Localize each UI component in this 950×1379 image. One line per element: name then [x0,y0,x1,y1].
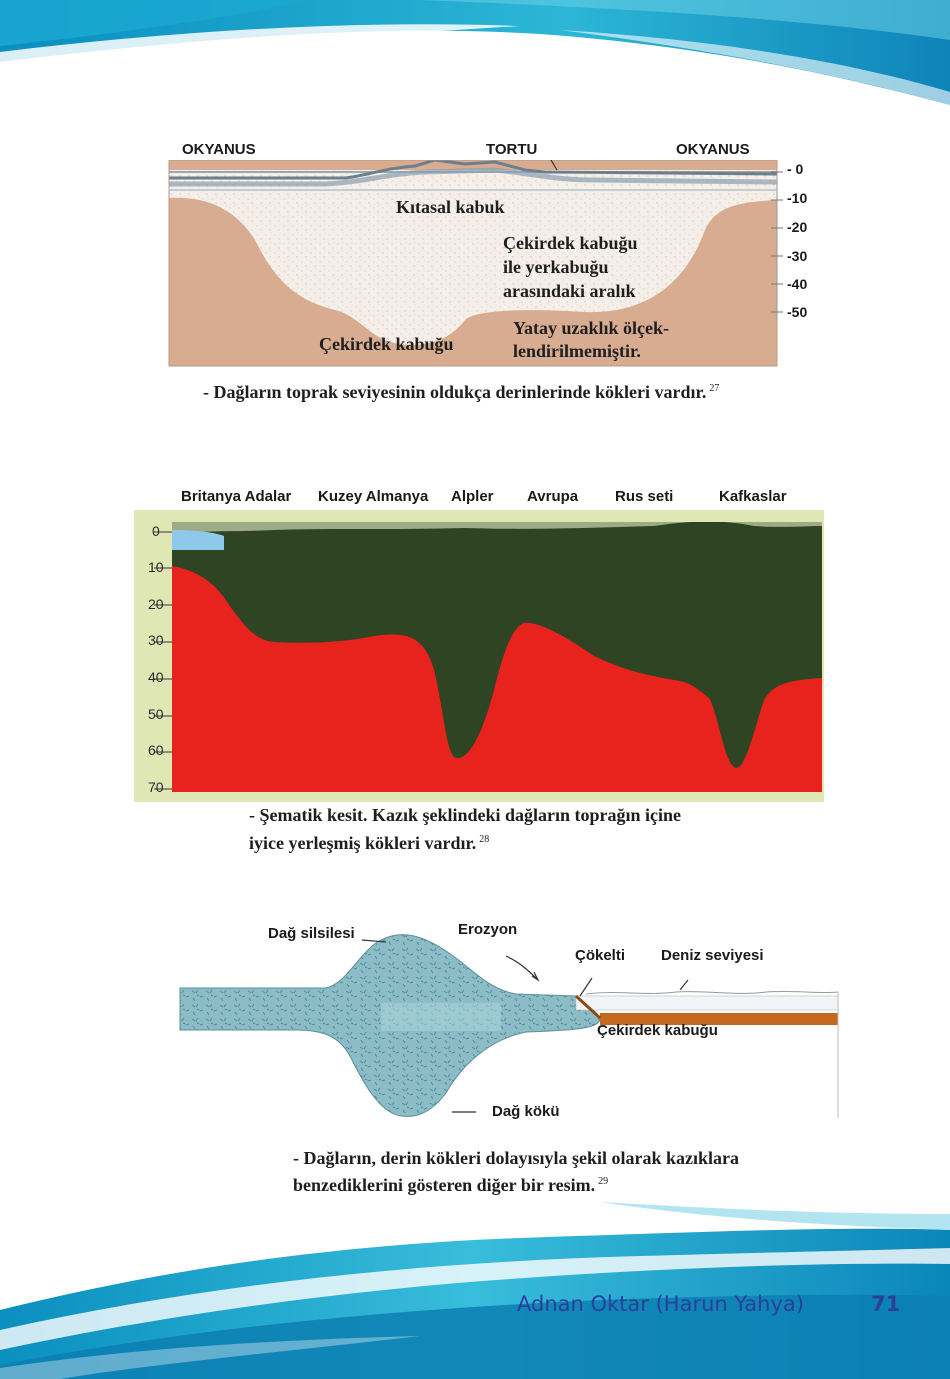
author-name: Adnan Oktar (Harun Yahya) [517,1292,804,1316]
mountain-range-label: Dağ silsilesi [268,925,355,942]
figure3-caption-line-1: - Dağların, derin kökleri dolayısıyla şe… [293,1148,740,1168]
core-crust-label: Çekirdek kabuğu [597,1022,718,1039]
depth-tick: 20 [148,596,164,612]
scale-note-line-2: lendirilmemiştir. [513,341,641,361]
europe-cross-section-diagram [134,510,824,802]
gap-label-line-1: Çekirdek kabuğu [503,233,638,253]
region-label: Alpler [451,488,494,505]
depth-tick: 40 [148,669,164,685]
erosion-label: Erozyon [458,921,518,938]
scale-note-line-1: Yatay uzaklık ölçek- [513,318,670,338]
core-crust-layer [600,1013,838,1025]
sea-level-label: Deniz seviyesi [661,947,764,964]
depth-tick: -20 [787,219,808,235]
depth-tick: - 0 [787,161,804,177]
depth-tick: -10 [787,190,808,206]
footnote-ref: 29 [598,1176,609,1187]
figure2-caption-line-1: - Şematik kesit. Kazık şeklindeki dağlar… [249,805,682,825]
ocean-left-label: OKYANUS [182,141,256,158]
region-label: Kuzey Almanya [318,488,429,505]
figure3-caption-line-2: benzediklerini gösteren diğer bir resim.… [293,1175,609,1195]
bottom-wave-decoration [0,1202,950,1379]
depth-tick: 50 [148,706,164,722]
depth-tick: -40 [787,276,808,292]
figure2-caption-line-2: iyice yerleşmiş kökleri vardır. 28 [249,833,490,853]
sediment-label: Çökelti [575,947,626,964]
depth-tick: -30 [787,248,808,264]
depth-tick: -50 [787,304,808,320]
gap-label-line-2: ile yerkabuğu [503,257,609,277]
sea-layer [575,995,839,1011]
core-crust-label: Çekirdek kabuğu [319,334,454,354]
footnote-ref: 27 [709,383,720,394]
region-label: Kafkaslar [719,488,787,505]
region-label: Avrupa [527,488,579,505]
crust-cross-section-diagram [168,160,783,367]
mountain-root-label: Dağ kökü [492,1103,560,1120]
mountain-root-diagram [179,934,839,1118]
top-wave-decoration [0,0,950,110]
depth-tick: 10 [148,559,164,575]
sediment-label: TORTU [486,141,538,158]
sea-water [172,530,224,550]
region-label: Britanya Adalar [181,488,292,505]
depth-tick: 70 [148,779,164,795]
depth-tick: 0 [152,523,160,539]
region-label: Rus seti [615,488,674,505]
depth-tick: 30 [148,632,164,648]
ocean-right-label: OKYANUS [676,141,750,158]
gap-label-line-3: arasındaki aralık [503,281,636,301]
footnote-ref: 28 [479,834,490,845]
depth-tick: 60 [148,742,164,758]
mantle-layer [172,566,822,792]
page-number: 71 [871,1292,901,1316]
figure1-caption: - Dağların toprak seviyesinin oldukça de… [203,382,720,402]
continental-crust-label: Kıtasal kabuk [396,197,505,217]
continental-crust [169,170,777,345]
